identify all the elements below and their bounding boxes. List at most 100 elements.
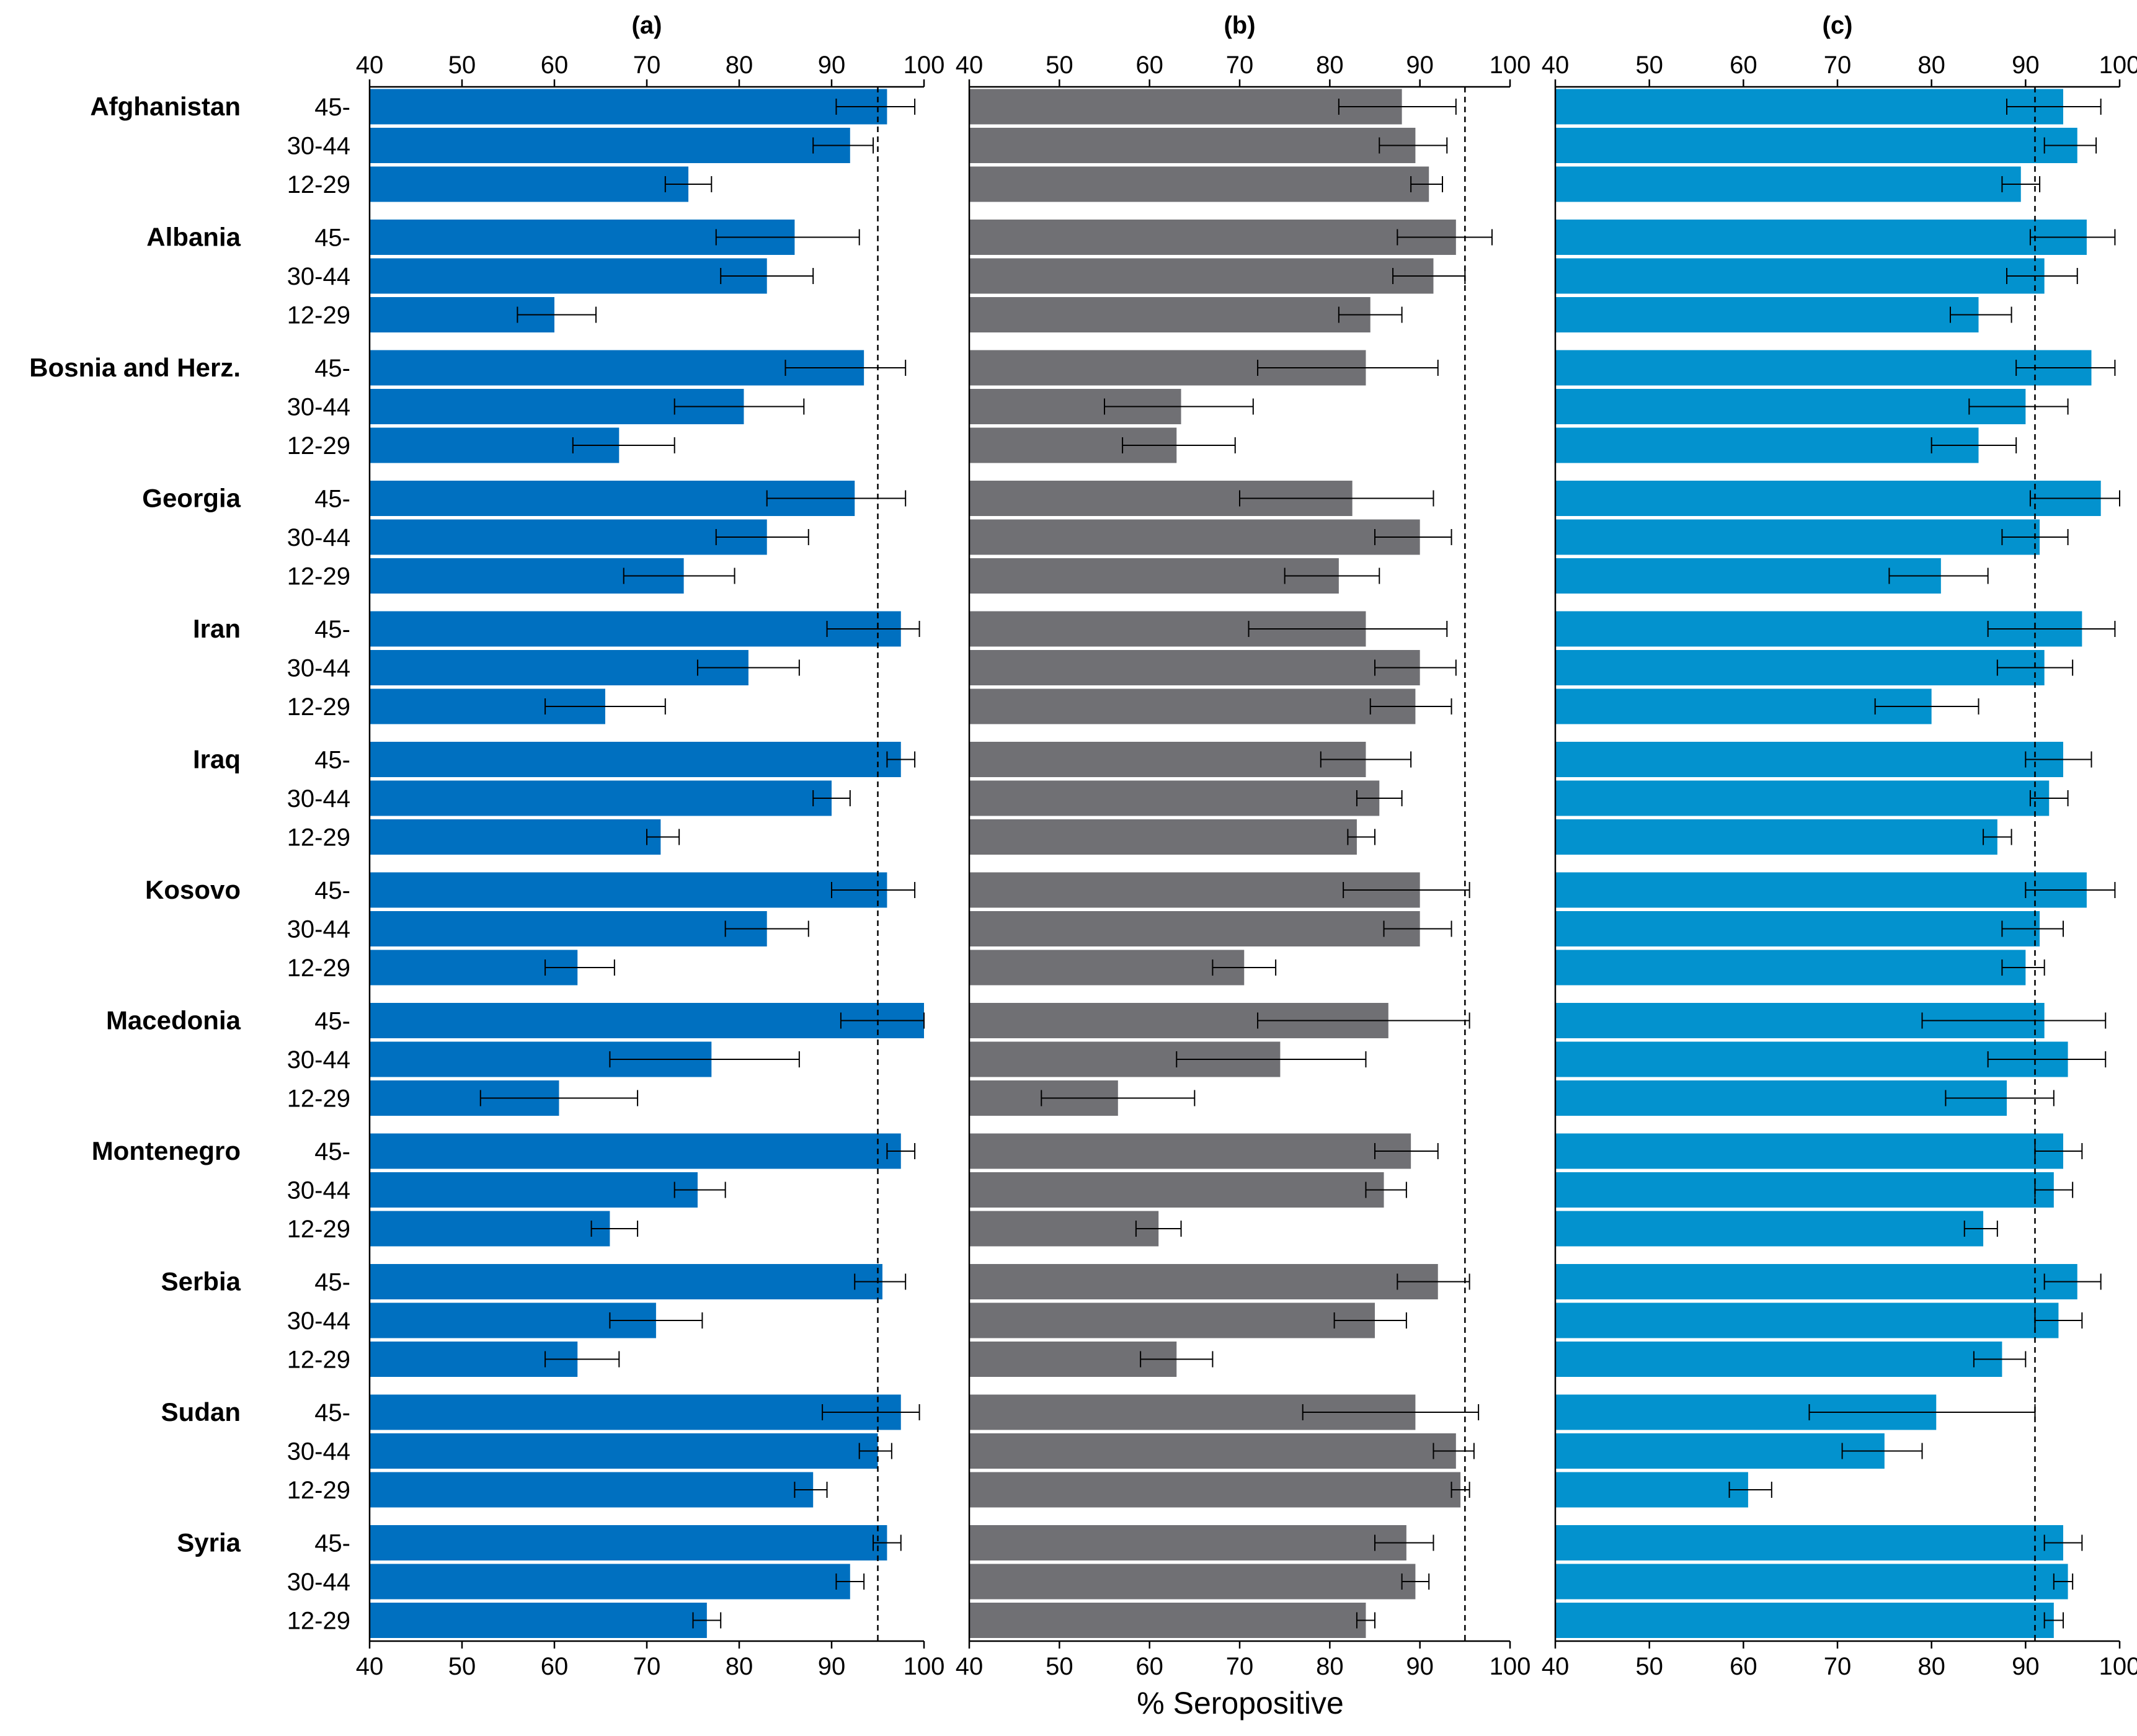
- tick-label: 100: [904, 1653, 945, 1680]
- age-group-label: 30-44: [287, 133, 350, 160]
- x-axis-label: % Seropositive: [1137, 1686, 1344, 1720]
- age-group-label: 45-: [314, 94, 350, 121]
- country-label: Montenegro: [92, 1136, 241, 1165]
- tick-label: 50: [1635, 51, 1663, 79]
- tick-label: 60: [1730, 1653, 1757, 1680]
- bar: [370, 258, 767, 294]
- tick-label: 70: [1824, 1653, 1852, 1680]
- bar: [969, 780, 1380, 816]
- bar: [1555, 220, 2087, 255]
- bar: [370, 1472, 814, 1508]
- tick-label: 60: [541, 51, 569, 79]
- bar: [370, 1433, 878, 1469]
- bar: [969, 1133, 1411, 1169]
- bar: [370, 1525, 887, 1560]
- tick-label: 80: [1316, 1653, 1344, 1680]
- bar: [370, 1133, 901, 1169]
- tick-label: 80: [1316, 51, 1344, 79]
- tick-label: 100: [2099, 51, 2137, 79]
- age-group-label: 45-: [314, 486, 350, 513]
- panel-1: 40 40 50 50 60 60 70 70 80 80 90 90 100 100 (b): [956, 12, 1531, 1680]
- bar: [370, 1342, 578, 1377]
- age-group-label: 30-44: [287, 916, 350, 943]
- country-label: Macedonia: [106, 1006, 241, 1035]
- tick-label: 90: [818, 1653, 846, 1680]
- bar: [1555, 1041, 2068, 1077]
- age-group-label: 12-29: [287, 1608, 350, 1635]
- tick-label: 40: [956, 51, 984, 79]
- tick-label: 90: [818, 51, 846, 79]
- bar: [969, 166, 1429, 202]
- age-group-label: 12-29: [287, 1085, 350, 1113]
- bar: [969, 1172, 1384, 1208]
- tick-label: 60: [1730, 51, 1757, 79]
- bar: [370, 819, 661, 855]
- tick-label: 70: [633, 1653, 661, 1680]
- tick-label: 50: [448, 1653, 476, 1680]
- age-group-label: 30-44: [287, 1569, 350, 1596]
- panel-2: 40 40 50 50 60 60 70 70 80 80 90 90 100 100 (c): [1542, 12, 2137, 1680]
- bar: [1555, 389, 2026, 424]
- age-group-label: 45-: [314, 1399, 350, 1427]
- age-group-label: 12-29: [287, 432, 350, 460]
- bar: [370, 1302, 656, 1338]
- age-group-label: 30-44: [287, 394, 350, 421]
- bar: [969, 519, 1420, 555]
- tick-label: 90: [1406, 51, 1434, 79]
- age-group-label: 45-: [314, 747, 350, 774]
- bar: [969, 950, 1245, 986]
- bar: [1555, 1172, 2054, 1208]
- bar: [370, 1003, 924, 1038]
- bar: [1555, 780, 2050, 816]
- country-label: Iran: [193, 614, 241, 643]
- tick-label: 70: [1226, 1653, 1254, 1680]
- tick-label: 60: [541, 1653, 569, 1680]
- bar: [370, 350, 864, 386]
- bar: [1555, 1302, 2059, 1338]
- tick-label: 80: [1917, 51, 1945, 79]
- bar: [969, 819, 1357, 855]
- tick-label: 90: [1406, 1653, 1434, 1680]
- country-label: Georgia: [142, 484, 241, 513]
- tick-label: 100: [1490, 51, 1531, 79]
- bar: [1555, 1564, 2068, 1600]
- bar: [969, 1433, 1456, 1469]
- bar: [1555, 1342, 2002, 1377]
- panel-title: (b): [1224, 12, 1255, 39]
- bar: [370, 1564, 850, 1600]
- age-group-label: 45-: [314, 1530, 350, 1557]
- bar: [1555, 166, 2021, 202]
- tick-label: 100: [904, 51, 945, 79]
- bar: [969, 258, 1434, 294]
- bar: [1555, 519, 2040, 555]
- age-group-label: 12-29: [287, 1216, 350, 1243]
- bar: [370, 611, 901, 647]
- age-group-label: 45-: [314, 355, 350, 382]
- bar: [969, 297, 1371, 332]
- bar: [969, 89, 1402, 125]
- age-group-label: 30-44: [287, 1177, 350, 1204]
- bar: [1555, 650, 2045, 685]
- bar: [969, 1564, 1416, 1600]
- bar: [1555, 1472, 1748, 1508]
- tick-label: 50: [448, 51, 476, 79]
- bar: [370, 1264, 882, 1299]
- bar: [1555, 688, 1932, 724]
- country-label: Syria: [177, 1528, 241, 1557]
- age-group-label: 30-44: [287, 1307, 350, 1335]
- bar: [370, 166, 689, 202]
- age-group-label: 12-29: [287, 1477, 350, 1504]
- bar: [969, 1472, 1461, 1508]
- panel-0: 40 40 50 50 60 60 70 70 80 80 90 90 100 100 (a): [356, 12, 945, 1680]
- row-labels: Afghanistan 45- 30-44 12-29 Albania 45- 30-44 1…: [29, 92, 350, 1635]
- age-group-label: 12-29: [287, 171, 350, 198]
- bar: [969, 1211, 1159, 1247]
- age-group-label: 12-29: [287, 824, 350, 852]
- panel-title: (c): [1823, 12, 1853, 39]
- tick-label: 50: [1635, 1653, 1663, 1680]
- age-group-label: 45-: [314, 1138, 350, 1165]
- bar: [370, 128, 850, 163]
- tick-label: 100: [2099, 1653, 2137, 1680]
- tick-label: 80: [726, 51, 753, 79]
- bar: [969, 650, 1420, 685]
